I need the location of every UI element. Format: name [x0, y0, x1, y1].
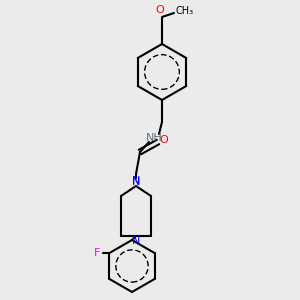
Text: CH₃: CH₃ — [176, 6, 194, 16]
Text: N: N — [132, 176, 140, 186]
Text: N: N — [132, 177, 140, 187]
Text: NH: NH — [146, 133, 162, 143]
Text: F: F — [94, 248, 101, 258]
Text: O: O — [156, 5, 164, 15]
Text: N: N — [132, 236, 140, 246]
Text: O: O — [160, 135, 168, 145]
